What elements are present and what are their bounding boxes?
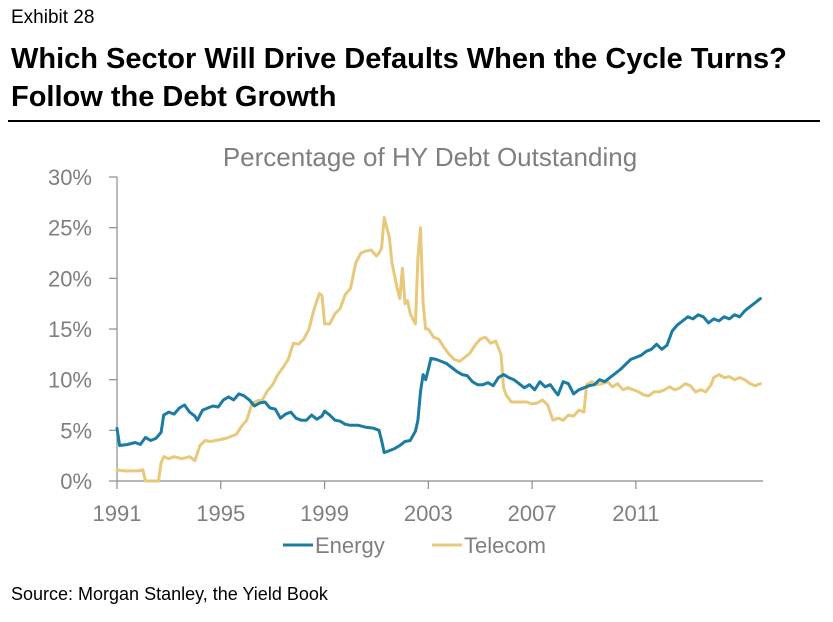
legend: Energy Telecom bbox=[283, 533, 546, 558]
y-tick-label: 15% bbox=[48, 317, 92, 342]
x-tick-label: 1995 bbox=[196, 501, 245, 526]
series-line-telecom bbox=[115, 216, 762, 483]
hy-debt-line-chart: Percentage of HY Debt Outstanding 0% 5% 10… bbox=[48, 142, 763, 558]
page-title: Which Sector Will Drive Defaults When th… bbox=[11, 43, 787, 113]
x-axis: 1991 1995 1999 2003 2007 2011 bbox=[93, 480, 763, 526]
title-divider bbox=[8, 120, 820, 122]
source-note: Source: Morgan Stanley, the Yield Book bbox=[11, 584, 328, 604]
y-tick-label: 25% bbox=[48, 216, 92, 241]
chart-title: Percentage of HY Debt Outstanding bbox=[223, 142, 637, 172]
y-tick-label: 20% bbox=[48, 266, 92, 291]
y-tick-label: 5% bbox=[60, 418, 92, 443]
series-line-energy bbox=[115, 297, 762, 455]
y-tick-label: 0% bbox=[60, 469, 92, 494]
y-axis: 0% 5% 10% 15% 20% 25% 30% bbox=[48, 165, 118, 494]
x-tick-label: 1991 bbox=[93, 501, 142, 526]
legend-label-telecom: Telecom bbox=[464, 533, 546, 558]
y-tick-label: 10% bbox=[48, 368, 92, 393]
x-tick-label: 2003 bbox=[404, 501, 453, 526]
x-tick-label: 1999 bbox=[300, 501, 349, 526]
y-tick-label: 30% bbox=[48, 165, 92, 190]
x-tick-label: 2011 bbox=[612, 501, 659, 526]
legend-label-energy: Energy bbox=[315, 533, 385, 558]
series-layer bbox=[115, 216, 762, 483]
exhibit-label: Exhibit 28 bbox=[11, 7, 95, 28]
x-tick-label: 2007 bbox=[508, 501, 557, 526]
